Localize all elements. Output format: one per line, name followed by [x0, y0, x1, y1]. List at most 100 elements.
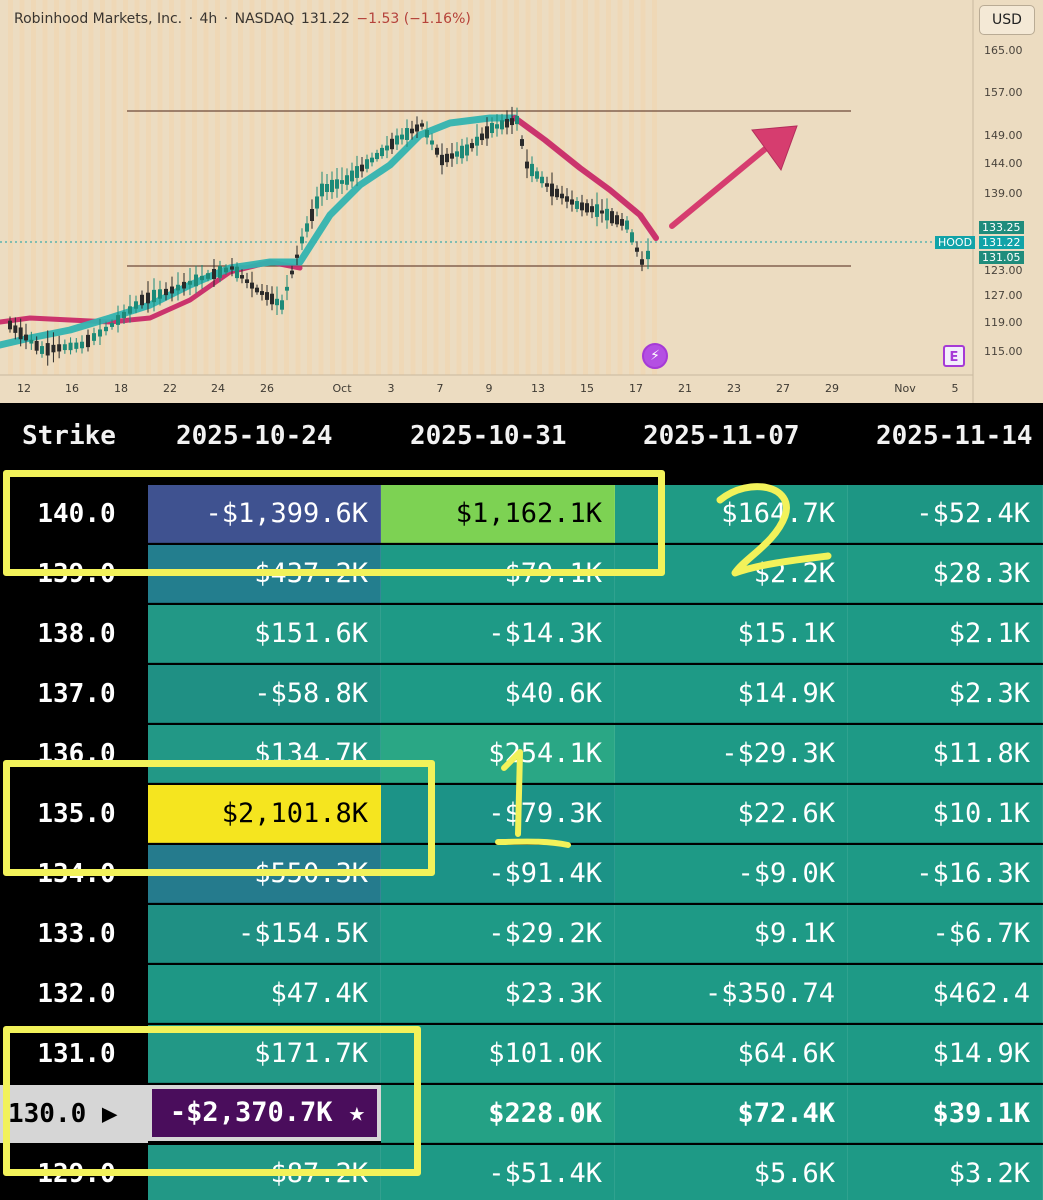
value-cell[interactable]: $254.1K	[381, 725, 615, 783]
value-cell[interactable]: $2,101.8K	[148, 785, 381, 843]
date-axis-label: Oct	[332, 382, 352, 395]
candle-body	[51, 344, 56, 353]
candle-body	[170, 286, 174, 294]
value-cell[interactable]: $72.4K	[615, 1085, 848, 1143]
session-stripe	[134, 0, 140, 375]
value-cell[interactable]: $2.1K	[848, 605, 1043, 663]
candle-body	[595, 204, 599, 217]
candle-body	[565, 196, 569, 202]
column-header-expiry[interactable]: 2025-10-31	[410, 421, 567, 451]
table-row[interactable]: 136.0 $134.7K $254.1K -$29.3K $11.8K	[0, 725, 1043, 785]
value-cell[interactable]: $2.3K	[848, 665, 1043, 723]
candle-body	[365, 159, 369, 169]
table-row[interactable]: 138.0 $151.6K -$14.3K $15.1K $2.1K	[0, 605, 1043, 665]
table-row[interactable]: 133.0 -$154.5K -$29.2K $9.1K -$6.7K	[0, 905, 1043, 965]
value-cell[interactable]: -$350.74	[615, 965, 848, 1023]
value-cell[interactable]: -$2,370.7K ★	[148, 1085, 381, 1141]
ema-ribbon-bearish	[512, 115, 659, 241]
value-cell[interactable]: $40.6K	[381, 665, 615, 723]
strike-cell: 132.0	[5, 965, 148, 1023]
value-cell[interactable]: $3.2K	[848, 1145, 1043, 1200]
date-axis-label: 17	[629, 382, 643, 395]
chart-title: Robinhood Markets, Inc. · 4h · NASDAQ 13…	[14, 11, 473, 27]
value-cell[interactable]: $5.6K	[615, 1145, 848, 1200]
value-cell[interactable]: $164.7K	[615, 485, 848, 543]
price-change: −1.53 (−1.16%)	[356, 11, 471, 27]
price-axis-label: 127.00	[984, 289, 1023, 302]
table-row[interactable]: 135.0 $2,101.8K -$79.3K $22.6K $10.1K	[0, 785, 1043, 845]
earnings-icon[interactable]: E	[943, 345, 965, 367]
candle-body	[445, 153, 449, 163]
candle-body	[224, 267, 228, 273]
candle-body	[440, 154, 444, 166]
symbol-name: Robinhood Markets, Inc.	[14, 11, 183, 27]
value-cell[interactable]: -$52.4K	[848, 485, 1043, 543]
value-cell[interactable]: $14.9K	[848, 1025, 1043, 1083]
value-cell[interactable]: $11.8K	[848, 725, 1043, 783]
price-chart[interactable]: Robinhood Markets, Inc. · 4h · NASDAQ 13…	[0, 0, 1043, 403]
candle-body	[260, 291, 264, 295]
value-cell[interactable]: $23.3K	[381, 965, 615, 1023]
candle-body	[520, 139, 524, 146]
value-cell[interactable]: $10.1K	[848, 785, 1043, 843]
value-cell[interactable]: -$14.3K	[381, 605, 615, 663]
session-stripe	[8, 0, 13, 375]
candle-body	[300, 236, 304, 244]
value-cell[interactable]: $151.6K	[148, 605, 381, 663]
candle-body	[625, 220, 629, 230]
table-row[interactable]: 137.0 -$58.8K $40.6K $14.9K $2.3K	[0, 665, 1043, 725]
candlestick-chart-canvas[interactable]	[0, 0, 1043, 403]
candle-body	[385, 145, 389, 151]
value-cell[interactable]: $47.4K	[148, 965, 381, 1023]
column-header-expiry[interactable]: 2025-11-07	[643, 421, 800, 451]
candle-body	[29, 339, 34, 344]
column-header-strike[interactable]: Strike	[22, 421, 116, 451]
column-header-expiry[interactable]: 2025-11-14	[876, 421, 1033, 451]
candle-body	[540, 176, 544, 184]
session-stripe	[42, 0, 48, 375]
candle-body	[460, 145, 464, 159]
value-cell[interactable]: -$29.2K	[381, 905, 615, 963]
candle-body	[13, 325, 18, 333]
value-cell[interactable]: $22.6K	[615, 785, 848, 843]
value-cell[interactable]: $15.1K	[615, 605, 848, 663]
value-cell[interactable]: -$58.8K	[148, 665, 381, 723]
currency-button[interactable]: USD	[979, 5, 1035, 35]
value-cell[interactable]: $28.3K	[848, 545, 1043, 603]
value-cell[interactable]: $9.1K	[615, 905, 848, 963]
value-cell[interactable]: -$9.0K	[615, 845, 848, 903]
value-cell[interactable]: $64.6K	[615, 1025, 848, 1083]
candle-body	[615, 215, 619, 225]
value-cell[interactable]: -$154.5K	[148, 905, 381, 963]
candle-body	[455, 151, 459, 157]
value-cell[interactable]: $39.1K	[848, 1085, 1043, 1143]
value-cell[interactable]: $1,162.1K	[381, 485, 615, 543]
value-cell[interactable]: -$29.3K	[615, 725, 848, 783]
session-stripe	[19, 0, 25, 375]
lightning-icon[interactable]: ⚡	[642, 343, 668, 369]
candle-body	[525, 161, 529, 169]
candle-body	[212, 268, 216, 280]
column-header-expiry[interactable]: 2025-10-24	[176, 421, 333, 451]
value-cell[interactable]: $171.7K	[148, 1025, 381, 1083]
interval-label[interactable]: 4h	[199, 11, 218, 27]
candle-body	[80, 341, 84, 349]
value-cell[interactable]: -$1,399.6K	[148, 485, 381, 543]
table-row[interactable]: 140.0 -$1,399.6K $1,162.1K $164.7K -$52.4K	[0, 485, 1043, 545]
handwritten-number-1: 1	[495, 749, 571, 848]
session-stripe	[537, 0, 542, 375]
session-stripe	[387, 0, 393, 375]
candle-body	[218, 266, 222, 278]
value-cell[interactable]: -$79.3K	[381, 785, 615, 843]
candle-body	[200, 275, 204, 281]
value-cell[interactable]: $462.4	[848, 965, 1043, 1023]
table-row[interactable]: 132.0 $47.4K $23.3K -$350.74 $462.4	[0, 965, 1043, 1025]
last-price-tag: 131.22	[979, 236, 1024, 249]
value-cell[interactable]: -$6.7K	[848, 905, 1043, 963]
price-axis-label: 115.00	[984, 345, 1023, 358]
value-cell[interactable]: -$16.3K	[848, 845, 1043, 903]
session-stripe	[583, 0, 588, 375]
session-stripe	[652, 0, 657, 375]
date-axis-label: 24	[211, 382, 225, 395]
value-cell[interactable]: $14.9K	[615, 665, 848, 723]
